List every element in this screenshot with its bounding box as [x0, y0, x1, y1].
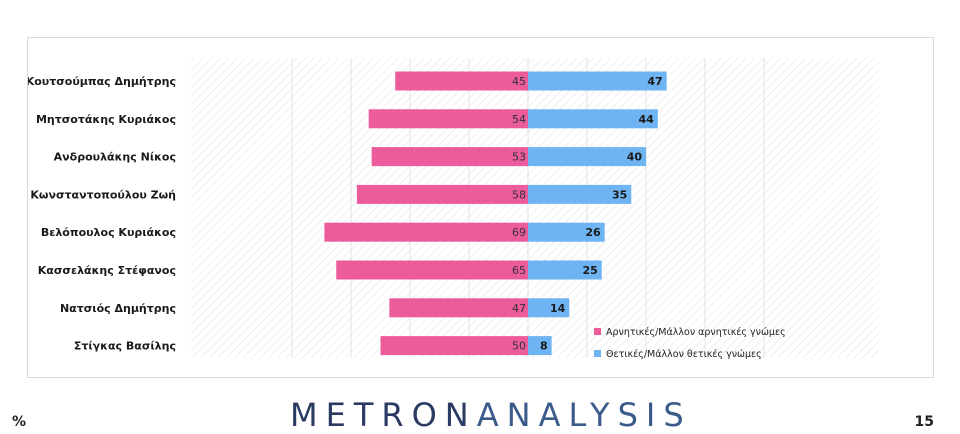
logo-metron: METRON — [290, 396, 477, 434]
chart-frame: Κουτσούμπας Δημήτρης 45 47 Μητσοτάκης Κυριά… — [27, 37, 934, 378]
data-label-negative: 65 — [512, 264, 526, 277]
data-label-positive: 25 — [582, 264, 597, 277]
bar-negative — [395, 71, 528, 91]
data-label-positive: 40 — [627, 151, 643, 164]
category-label: Ανδρουλάκης Νίκος — [54, 151, 176, 164]
bar-positive — [528, 298, 570, 318]
data-label-positive: 44 — [638, 113, 654, 126]
data-label-positive: 14 — [550, 302, 566, 315]
data-label-positive: 35 — [612, 188, 627, 201]
bar-positive — [528, 260, 602, 280]
unit-label: % — [12, 414, 27, 430]
data-label-negative: 58 — [512, 188, 526, 201]
diverging-bar-chart: Κουτσούμπας Δημήτρης 45 47 Μητσοτάκης Κυριά… — [28, 58, 879, 360]
category-label: Στίγκας Βασίλης — [74, 340, 176, 353]
page-number: 15 — [914, 414, 934, 430]
data-label-negative: 50 — [512, 340, 526, 353]
category-label: Βελόπουλος Κυριάκος — [41, 226, 176, 239]
bar-positive — [528, 336, 552, 356]
legend-label-negative: Αρνητικές/Μάλλον αρνητικές γνώμες — [606, 327, 786, 338]
bar-negative — [336, 260, 528, 280]
data-label-negative: 54 — [512, 113, 526, 126]
data-label-negative: 47 — [512, 302, 526, 315]
bar-positive — [528, 71, 667, 91]
legend-swatch-positive — [594, 350, 601, 357]
bar-negative — [324, 222, 528, 242]
bar-negative — [368, 109, 528, 129]
logo-analysis: ANALYSIS — [476, 396, 692, 434]
category-label: Νατσιός Δημήτρης — [60, 302, 176, 315]
data-label-positive: 47 — [647, 75, 662, 88]
category-label: Κωνσταντοπούλου Ζωή — [30, 188, 176, 201]
bar-negative — [371, 147, 528, 167]
category-label: Μητσοτάκης Κυριάκος — [36, 113, 176, 126]
bar-positive — [528, 147, 646, 167]
data-label-negative: 53 — [512, 151, 526, 164]
data-label-positive: 8 — [540, 340, 548, 353]
category-label: Κουτσούμπας Δημήτρης — [28, 75, 176, 88]
legend-label-positive: Θετικές/Μάλλον θετικές γνώμες — [606, 349, 762, 360]
legend-swatch-negative — [594, 328, 601, 335]
metron-analysis-logo: METRONANALYSIS — [290, 396, 692, 434]
bar-positive — [528, 222, 605, 242]
data-label-negative: 69 — [512, 226, 526, 239]
bar-positive — [528, 184, 632, 204]
bar-positive — [528, 109, 658, 129]
bar-negative — [356, 184, 528, 204]
data-label-positive: 26 — [585, 226, 601, 239]
category-label: Κασσελάκης Στέφανος — [38, 264, 176, 277]
data-label-negative: 45 — [512, 75, 526, 88]
bar-negative — [380, 336, 528, 356]
bar-negative — [389, 298, 528, 318]
